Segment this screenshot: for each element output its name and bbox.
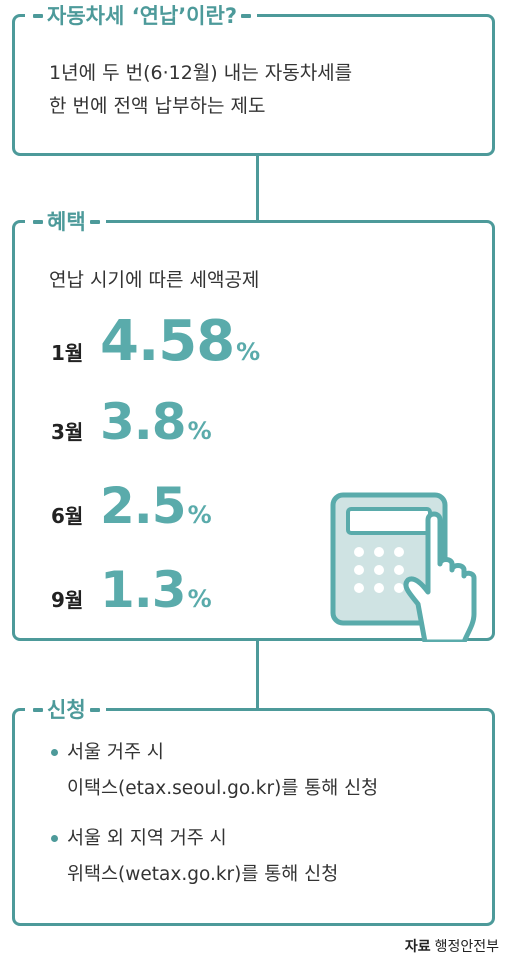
definition-line-2: 한 번에 전액 납부하는 제도 (49, 95, 266, 117)
rate-value: 2.5 (100, 477, 187, 535)
title-dash-icon (33, 708, 43, 712)
rate-value: 3.8 (100, 393, 187, 451)
list-item-line-2: 위택스(wetax.go.kr)를 통해 신청 (67, 864, 339, 885)
definition-title-text: 자동차세 ‘연납’이란? (47, 4, 238, 28)
rate-row: 1월 4.58 % (51, 309, 260, 374)
connector-line-1 (256, 155, 259, 221)
rate-month: 3월 (51, 420, 84, 444)
list-item: 서울 거주 시 이택스(etax.seoul.go.kr)를 통해 신청 (51, 735, 378, 807)
definition-text: 1년에 두 번(6·12월) 내는 자동차세를 한 번에 전액 납부하는 제도 (49, 57, 352, 123)
benefit-title: 혜택 (25, 209, 106, 235)
rate-row: 6월 2.5 % (51, 477, 212, 535)
benefit-box: 혜택 연납 시기에 따른 세액공제 1월 4.58 % 3월 3.8 % 6월 … (12, 209, 495, 642)
rate-month: 9월 (51, 588, 84, 612)
bullet-icon (51, 835, 58, 842)
rate-value: 1.3 (100, 561, 187, 619)
benefit-title-text: 혜택 (47, 210, 86, 234)
title-dash-icon (241, 14, 252, 18)
list-item-line-1: 서울 거주 시 (67, 742, 164, 763)
rate-month: 6월 (51, 504, 84, 528)
application-title: 신청 (25, 697, 106, 723)
rate-row: 3월 3.8 % (51, 393, 212, 451)
rate-value: 4.58 (100, 309, 235, 374)
bullet-icon (51, 749, 58, 756)
calculator-hand-icon (330, 492, 477, 642)
definition-line-1: 1년에 두 번(6·12월) 내는 자동차세를 (49, 62, 353, 84)
rate-unit: % (187, 417, 212, 445)
source-credit: 자료 행정안전부 (405, 936, 499, 956)
title-dash-icon (89, 220, 100, 224)
application-title-text: 신청 (47, 698, 86, 722)
title-dash-icon (89, 708, 100, 712)
title-dash-icon (33, 14, 43, 18)
list-item-line-1: 서울 외 지역 거주 시 (67, 828, 227, 849)
title-dash-icon (33, 220, 43, 224)
definition-box: 자동차세 ‘연납’이란? 1년에 두 번(6·12월) 내는 자동차세를 한 번… (12, 3, 495, 156)
application-box: 신청 서울 거주 시 이택스(etax.seoul.go.kr)를 통해 신청 … (12, 697, 495, 926)
rate-month: 1월 (51, 341, 84, 365)
rate-unit: % (236, 338, 261, 366)
list-item: 서울 외 지역 거주 시 위택스(wetax.go.kr)를 통해 신청 (51, 821, 338, 893)
connector-line-2 (256, 640, 259, 709)
source-label: 자료 (404, 939, 431, 955)
benefit-subtitle: 연납 시기에 따른 세액공제 (49, 269, 260, 291)
list-item-line-2: 이택스(etax.seoul.go.kr)를 통해 신청 (67, 778, 379, 799)
rate-row: 9월 1.3 % (51, 561, 212, 619)
source-value: 행정안전부 (434, 939, 499, 955)
rate-unit: % (187, 585, 212, 613)
rate-unit: % (187, 501, 212, 529)
definition-title: 자동차세 ‘연납’이란? (25, 3, 258, 29)
